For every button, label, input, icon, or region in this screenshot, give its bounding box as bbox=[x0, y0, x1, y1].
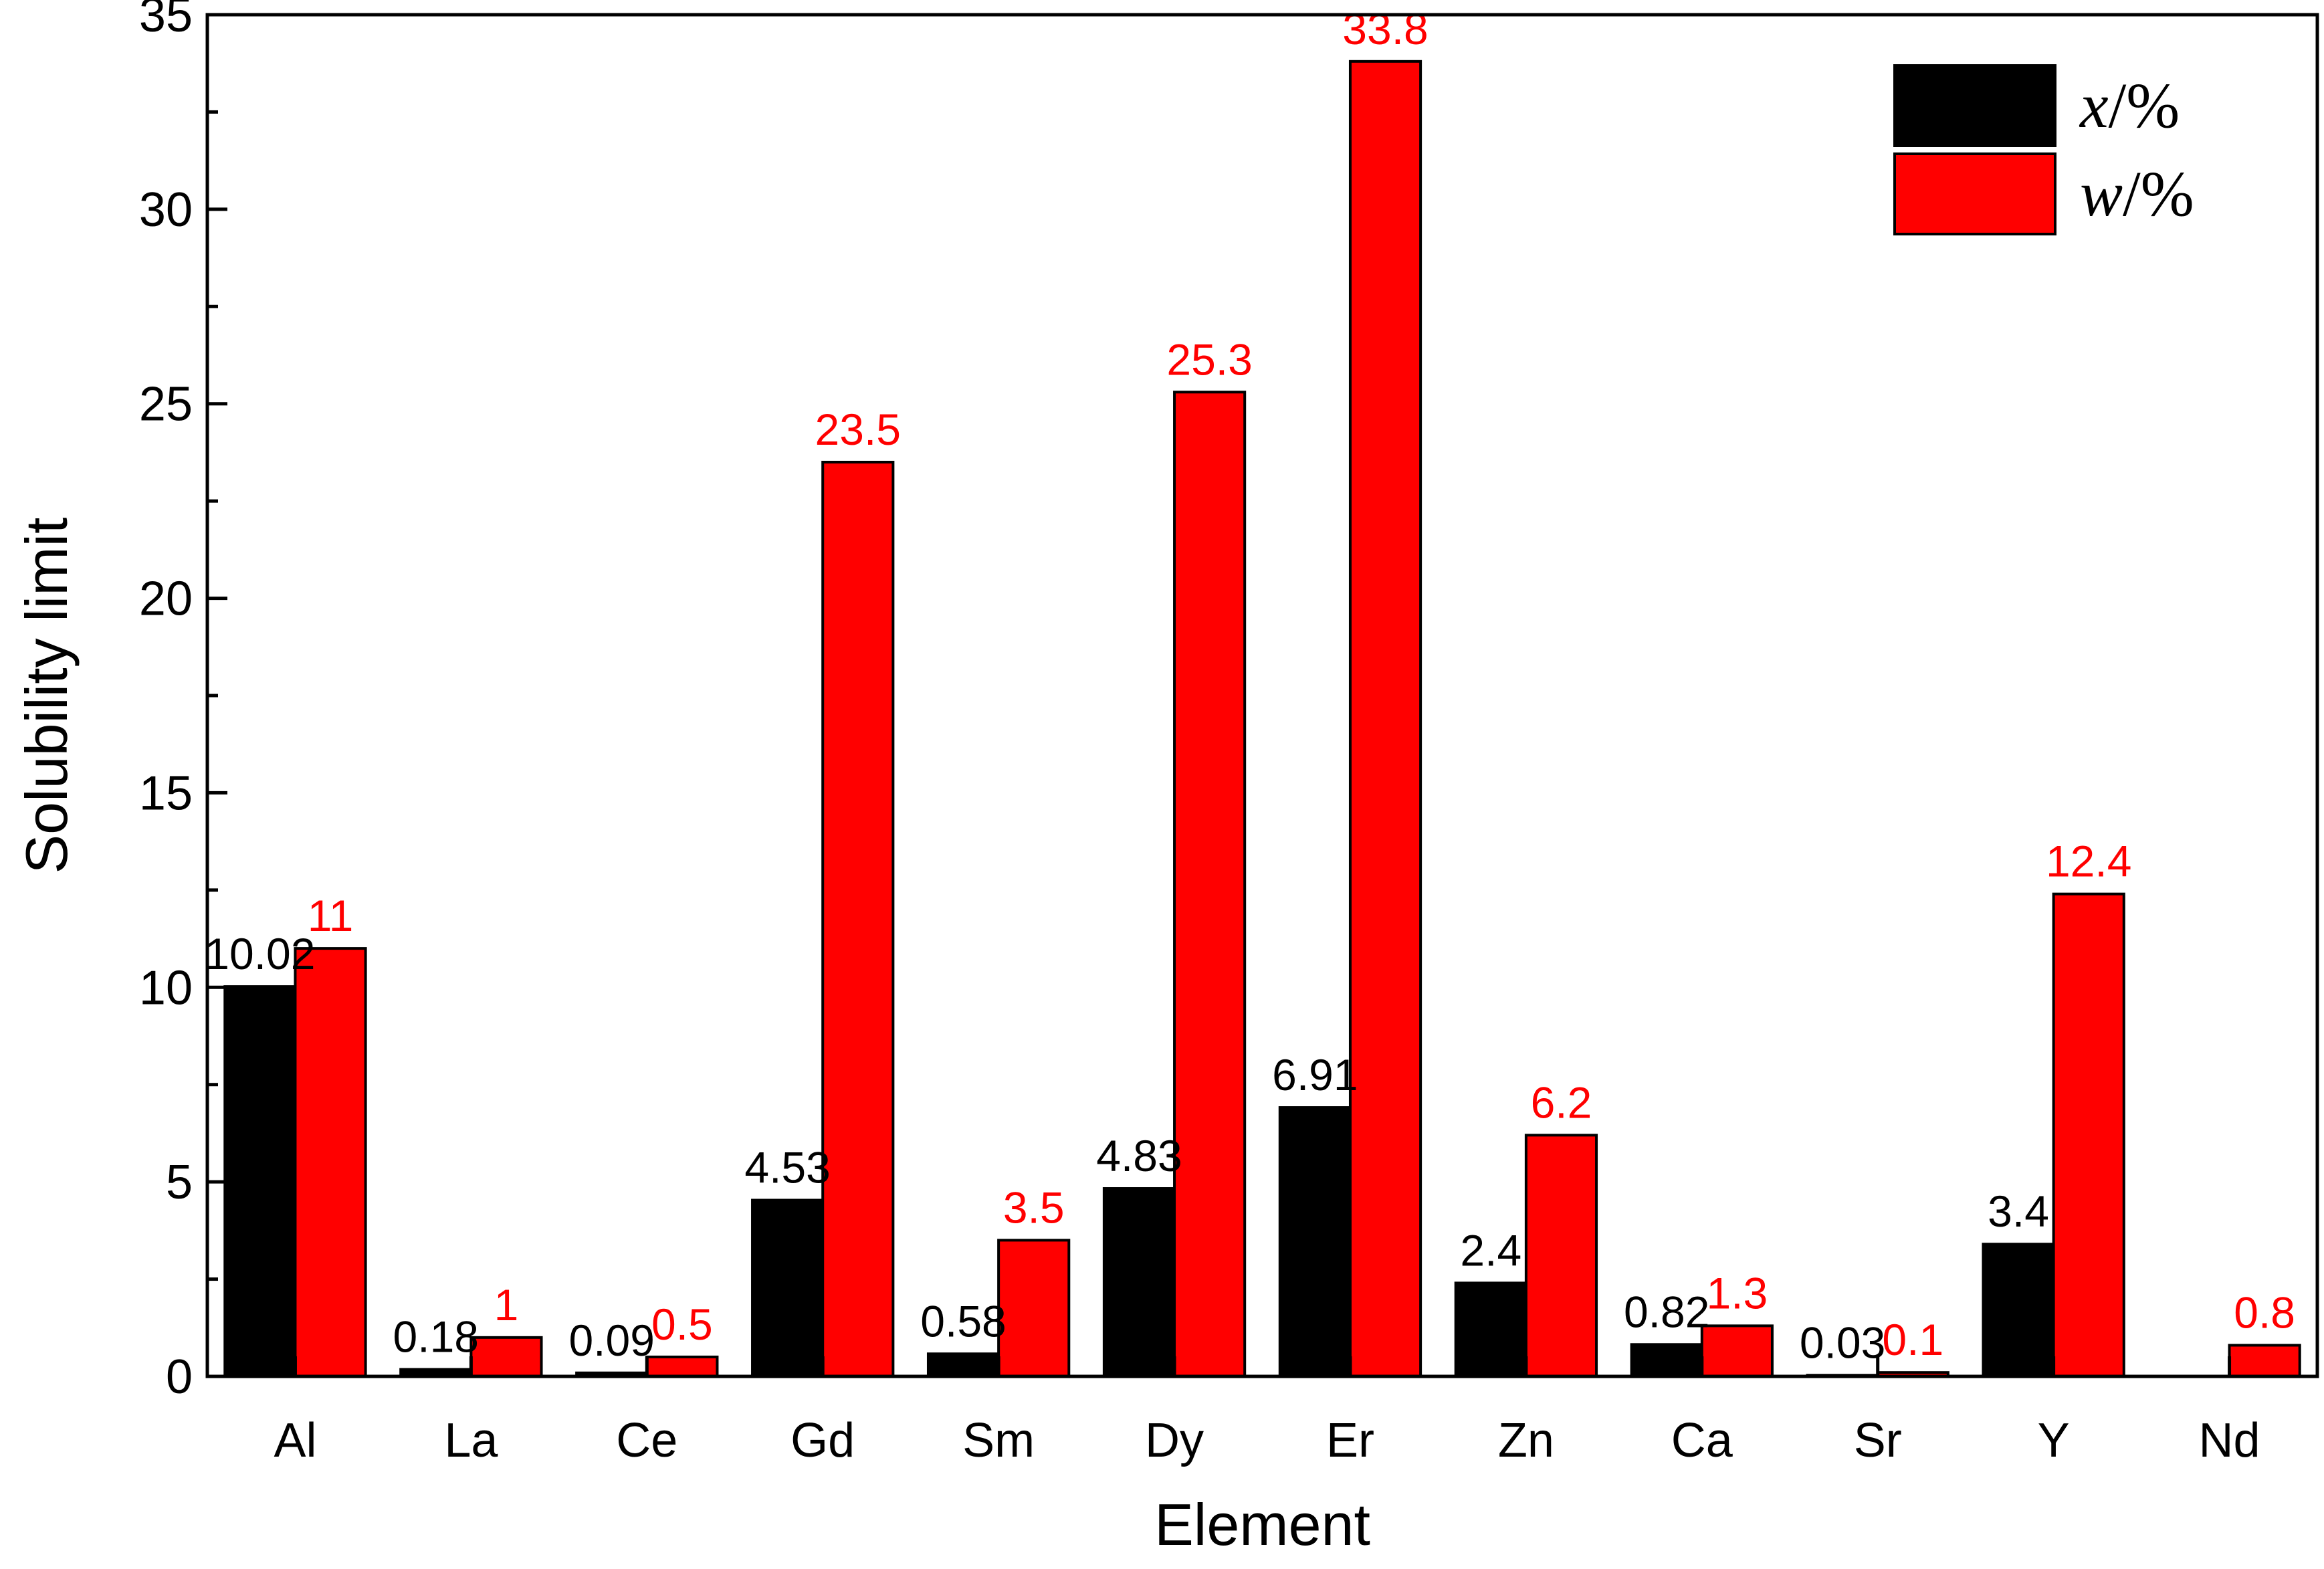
bar-x-sm bbox=[926, 1352, 1000, 1378]
data-label-w-al: 11 bbox=[308, 891, 354, 940]
bar-x-zn bbox=[1454, 1281, 1527, 1378]
x-tick-label: Ca bbox=[1671, 1414, 1733, 1467]
data-label-x-sr: 0.03 bbox=[1800, 1318, 1885, 1367]
bar-w-la bbox=[469, 1336, 543, 1378]
bar-w-al bbox=[294, 947, 367, 1378]
bar-x-er bbox=[1278, 1106, 1352, 1378]
y-tick-label: 0 bbox=[166, 1350, 193, 1404]
x-tick-label: La bbox=[444, 1414, 498, 1467]
data-label-x-zn: 2.4 bbox=[1460, 1225, 1521, 1275]
x-tick-label: Y bbox=[2038, 1414, 2070, 1467]
bar-w-er bbox=[1348, 60, 1422, 1378]
legend-label-x: x/% bbox=[2079, 70, 2180, 141]
x-tick-label: Sm bbox=[962, 1414, 1035, 1467]
data-label-w-sm: 3.5 bbox=[1003, 1182, 1065, 1232]
data-label-x-sm: 0.58 bbox=[920, 1296, 1006, 1346]
y-tick-label: 10 bbox=[139, 961, 193, 1015]
data-label-x-gd: 4.53 bbox=[744, 1142, 830, 1192]
data-labels-layer: 10.02 0.18 0.09 4.53 0.58 4.83 6.91 2.4 0.82 0.03… bbox=[205, 4, 2295, 1367]
bar-w-nd bbox=[2228, 1344, 2301, 1378]
bars-layer bbox=[223, 60, 2301, 1378]
y-tick-label: 35 bbox=[139, 0, 193, 42]
data-label-x-ce: 0.09 bbox=[568, 1316, 654, 1365]
data-label-w-gd: 23.5 bbox=[815, 405, 901, 454]
x-axis-title: Element bbox=[1154, 1491, 1370, 1558]
legend-label-w: w/% bbox=[2080, 158, 2194, 229]
data-label-x-la: 0.18 bbox=[393, 1312, 479, 1362]
bar-w-ce bbox=[645, 1355, 719, 1378]
y-tick-label: 25 bbox=[139, 378, 193, 431]
x-tick-label: Er bbox=[1326, 1414, 1374, 1467]
bar-w-zn bbox=[1524, 1134, 1598, 1378]
legend-swatch-x bbox=[1893, 64, 2056, 147]
data-label-x-er: 6.91 bbox=[1272, 1050, 1358, 1100]
y-axis-title: Solubility limit bbox=[13, 517, 80, 873]
bar-w-dy bbox=[1173, 391, 1247, 1378]
legend-swatch-w bbox=[1893, 152, 2056, 235]
data-label-x-ca: 0.82 bbox=[1624, 1287, 1709, 1336]
data-label-w-ce: 0.5 bbox=[651, 1299, 713, 1349]
data-label-w-dy: 25.3 bbox=[1166, 334, 1252, 384]
data-label-w-la: 1 bbox=[494, 1280, 519, 1330]
bar-x-al bbox=[223, 985, 297, 1378]
y-tick-label: 15 bbox=[139, 766, 193, 820]
legend: x/% w/% bbox=[1893, 64, 2194, 235]
data-label-w-sr: 0.1 bbox=[1882, 1315, 1943, 1364]
x-tick-label: Ce bbox=[616, 1414, 677, 1467]
x-tick-label: Al bbox=[274, 1414, 316, 1467]
x-axis: Al La Ce Gd Sm Dy Er Zn Ca Sr Y Nd bbox=[274, 1356, 2260, 1467]
bar-w-ca bbox=[1700, 1324, 1774, 1378]
bar-x-dy bbox=[1102, 1187, 1176, 1378]
bar-x-y bbox=[1982, 1243, 2055, 1378]
x-tick-label: Zn bbox=[1498, 1414, 1554, 1467]
y-axis: 0 5 10 15 20 25 30 35 bbox=[139, 0, 227, 1404]
x-tick-label: Nd bbox=[2199, 1414, 2260, 1467]
bar-x-gd bbox=[751, 1198, 825, 1378]
bar-w-sm bbox=[997, 1239, 1071, 1378]
bar-x-ca bbox=[1630, 1343, 1703, 1378]
x-tick-label: Dy bbox=[1145, 1414, 1204, 1467]
data-label-w-y: 12.4 bbox=[2046, 837, 2131, 886]
bar-w-y bbox=[2052, 892, 2125, 1378]
data-label-w-nd: 0.8 bbox=[2234, 1287, 2295, 1337]
y-tick-label: 20 bbox=[139, 572, 193, 626]
data-label-w-zn: 6.2 bbox=[1531, 1077, 1592, 1127]
data-label-x-y: 3.4 bbox=[1988, 1186, 2049, 1236]
bar-w-gd bbox=[821, 460, 895, 1378]
data-label-x-al: 10.02 bbox=[205, 929, 315, 978]
x-tick-label: Gd bbox=[790, 1414, 855, 1467]
y-tick-label: 5 bbox=[166, 1156, 193, 1209]
data-label-w-ca: 1.3 bbox=[1707, 1268, 1768, 1318]
data-label-x-dy: 4.83 bbox=[1096, 1131, 1182, 1180]
x-tick-label: Sr bbox=[1854, 1414, 1902, 1467]
y-tick-label: 30 bbox=[139, 183, 193, 237]
data-label-w-er: 33.8 bbox=[1342, 4, 1428, 54]
